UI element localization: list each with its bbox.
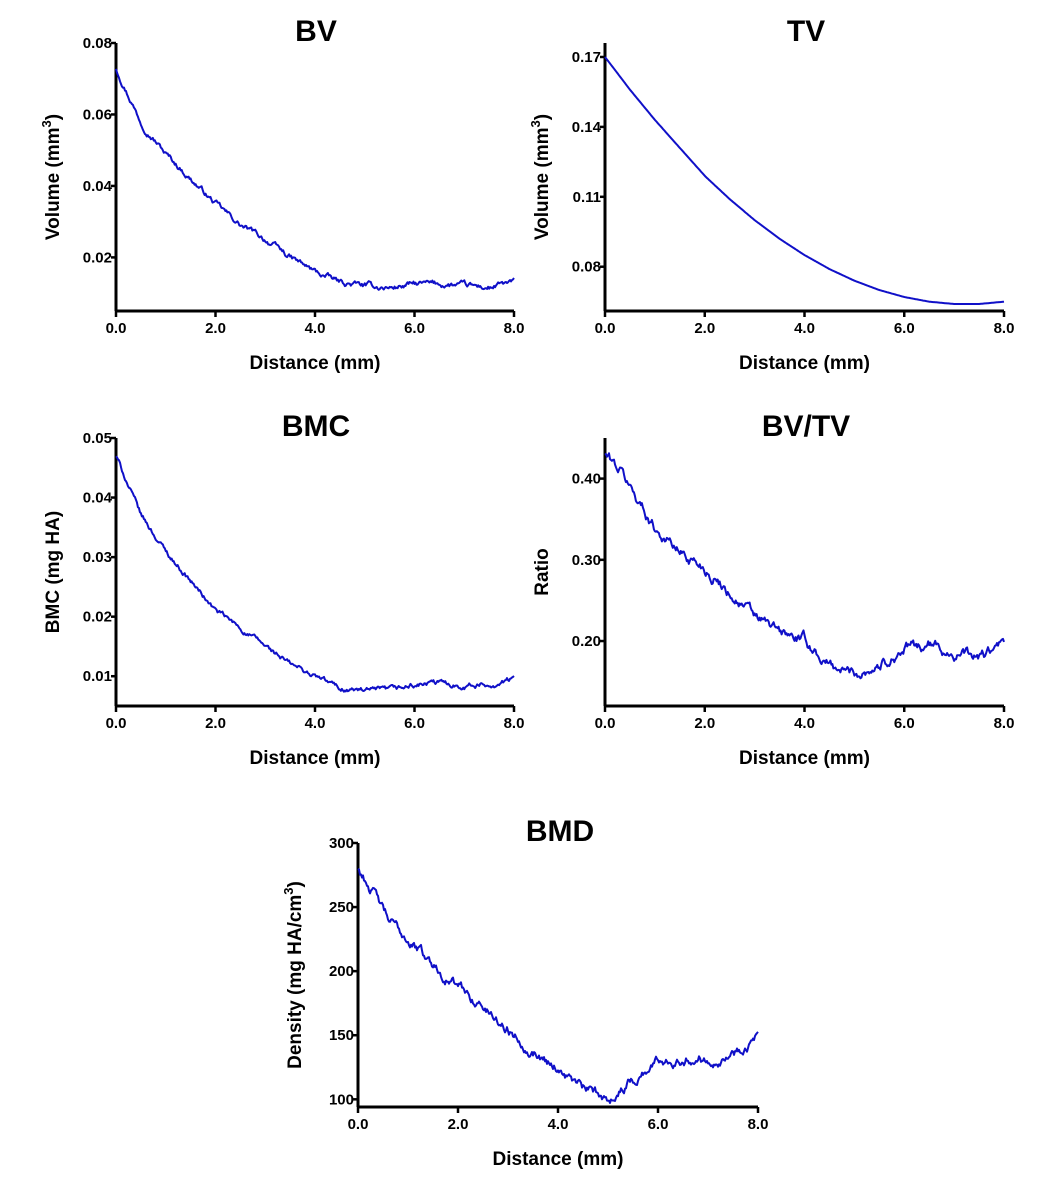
y-tick-label: 150 [329,1027,354,1044]
x-tick-label: 6.0 [404,715,425,732]
x-tick-label: 2.0 [694,715,715,732]
y-axis-label-end: ) [532,114,553,120]
y-axis-label-text: Ratio [532,548,553,596]
x-tick-label: 6.0 [894,320,915,337]
x-tick-label: 0.0 [106,320,127,337]
chart-title: BV [295,15,337,48]
y-tick-label: 0.08 [83,35,112,52]
x-tick-label: 0.0 [595,715,616,732]
y-axis-label: Density (mg HA/cm3) [281,881,306,1069]
y-axis-label-text: Density (mg HA/cm [285,895,306,1069]
x-tick-label: 8.0 [994,320,1015,337]
y-tick-label: 0.11 [573,189,601,206]
chart-bmc: BMC 0.0 2.0 4.0 6.0 8.0 0.01 0.02 0.03 0.04 0.05 Di… [43,410,524,769]
x-tick-label: 2.0 [205,715,226,732]
chart-title: BMC [282,410,350,443]
series-line-bmd [357,867,759,1104]
chart-title: BMD [526,815,594,848]
y-axis-label-sup: 3 [528,120,543,127]
y-axis-label: BMC (mg HA) [43,511,64,633]
x-tick-label: 0.0 [348,1116,369,1133]
x-tick-label: 2.0 [694,320,715,337]
x-axis-label: Distance (mm) [739,353,870,374]
chart-title: TV [787,15,825,48]
y-tick-label: 200 [329,963,354,980]
x-tick-label: 2.0 [448,1116,469,1133]
x-tick-label: 0.0 [106,715,127,732]
x-axis-label: Distance (mm) [493,1149,624,1170]
y-axis-label-text: BMC (mg HA) [43,511,64,633]
y-tick-label: 0.04 [83,178,113,195]
y-tick-label: 0.20 [572,633,601,650]
series-line-bvtv [604,452,1005,680]
series-line-bv [115,68,515,291]
y-tick-label: 300 [329,835,354,852]
x-tick-label: 0.0 [595,320,616,337]
x-tick-label: 8.0 [504,715,525,732]
x-axis-label: Distance (mm) [739,748,870,769]
chart-bv: BV 0.0 2.0 4.0 6.0 8.0 0.02 0.04 0.06 0.08 Distanc… [39,15,524,374]
chart-title: BV/TV [762,410,850,443]
x-tick-label: 4.0 [794,320,815,337]
y-tick-label: 0.05 [83,430,112,447]
y-tick-label: 0.14 [572,119,602,136]
x-tick-label: 4.0 [548,1116,569,1133]
y-axis-label: Ratio [532,548,553,596]
x-tick-label: 8.0 [504,320,525,337]
x-axis-label: Distance (mm) [250,353,381,374]
y-tick-label: 0.04 [83,490,113,507]
x-tick-label: 6.0 [648,1116,669,1133]
x-tick-label: 4.0 [794,715,815,732]
series-line-tv [604,56,1005,305]
x-axis-label: Distance (mm) [250,748,381,769]
y-axis-label-sup: 3 [281,887,296,894]
x-tick-label: 6.0 [894,715,915,732]
y-axis-label-text: Volume (mm [43,127,64,240]
y-tick-label: 250 [329,899,354,916]
y-tick-label: 0.01 [83,668,112,685]
y-axis-label: Volume (mm3) [528,114,553,240]
chart-tv: TV 0.0 2.0 4.0 6.0 8.0 0.08 0.11 0.14 0.17 Distanc… [528,15,1014,374]
y-tick-label: 0.17 [572,49,601,66]
y-tick-label: 0.30 [572,552,601,569]
chart-bvtv: BV/TV 0.0 2.0 4.0 6.0 8.0 0.20 0.30 0.40 Distance… [532,410,1014,769]
y-tick-label: 0.02 [83,249,112,266]
y-tick-label: 100 [329,1091,354,1108]
y-tick-label: 0.06 [83,106,112,123]
series-line-bmc [115,455,515,693]
y-axis-label-sup: 3 [39,120,54,127]
x-tick-label: 4.0 [305,715,326,732]
y-tick-label: 0.40 [572,471,601,488]
x-tick-label: 4.0 [305,320,326,337]
y-axis-label-text: Volume (mm [532,127,553,240]
chart-bmd: BMD 0.0 2.0 4.0 6.0 8.0 100 150 200 250 300 Distanc… [281,815,768,1170]
y-tick-label: 0.02 [83,609,112,626]
x-tick-label: 2.0 [205,320,226,337]
y-axis-label-end: ) [43,114,64,120]
y-axis-label-end: ) [285,881,306,887]
y-tick-label: 0.08 [572,259,601,276]
y-axis-label: Volume (mm3) [39,114,64,240]
x-tick-label: 6.0 [404,320,425,337]
y-tick-label: 0.03 [83,549,112,566]
x-tick-label: 8.0 [748,1116,769,1133]
x-tick-label: 8.0 [994,715,1015,732]
